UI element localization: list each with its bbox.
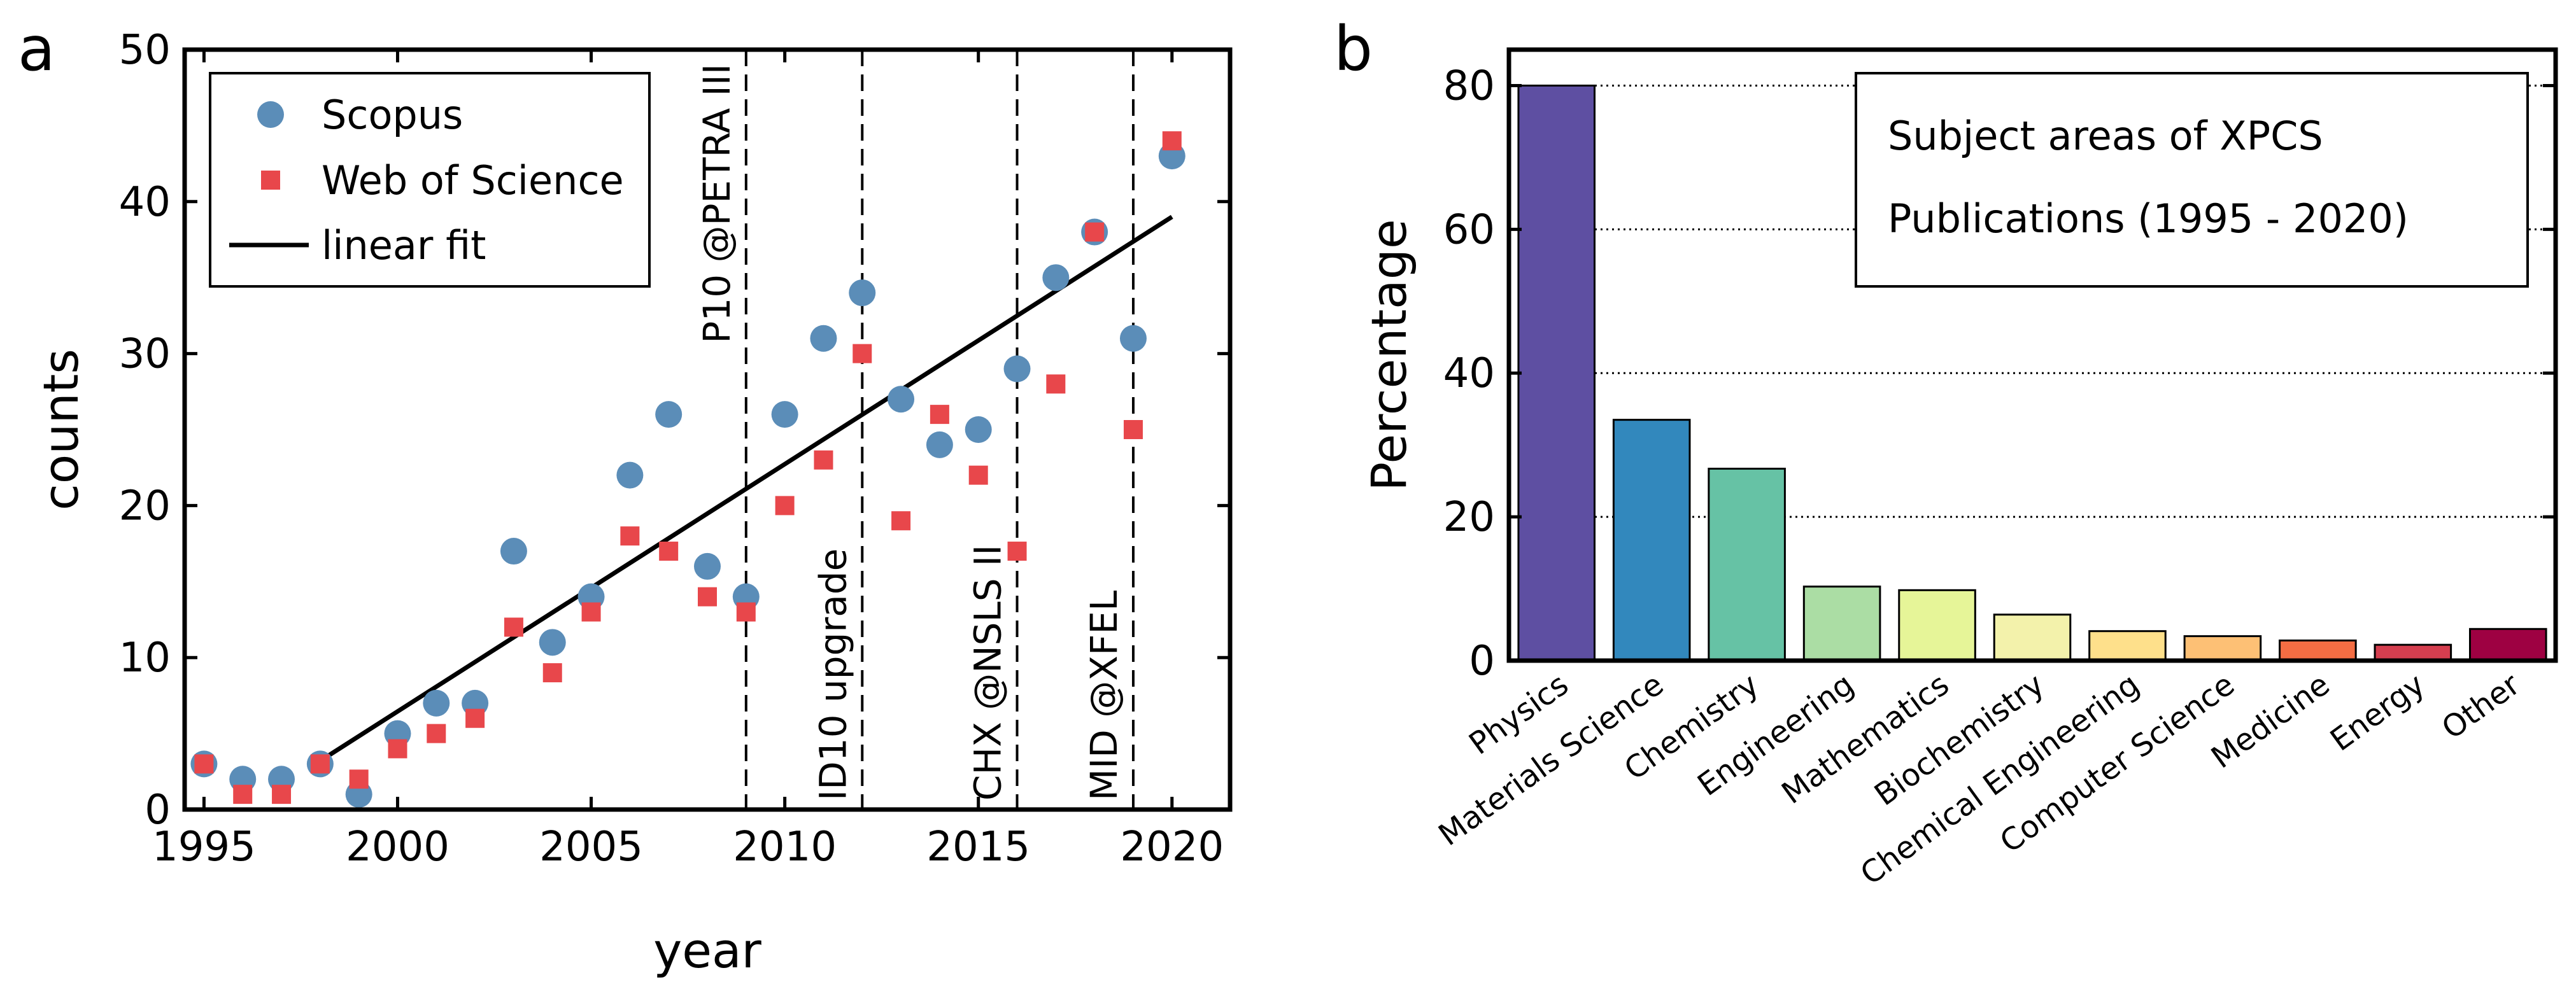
y-tick-label-a: 10	[119, 635, 171, 682]
x-axis-label-a: year	[653, 922, 761, 979]
category-label-b: Mathematics	[1775, 666, 1955, 811]
linear-fit-line	[318, 214, 1173, 763]
bar-engineering	[1802, 586, 1881, 662]
y-tick-label-b: 0	[1469, 638, 1495, 685]
wos-point	[465, 708, 485, 728]
bar-mathematics	[1898, 589, 1976, 662]
wos-point	[775, 496, 795, 516]
bar-computer-science	[2183, 635, 2262, 662]
scopus-point	[965, 416, 992, 443]
axes-b-frame	[1506, 47, 2558, 663]
title-line-1-b: Subject areas of XPCS	[1888, 113, 2323, 159]
wos-point	[659, 542, 679, 561]
bar-physics	[1517, 84, 1596, 662]
wos-point	[349, 769, 369, 789]
wos-point	[853, 344, 872, 363]
axes-a-frame	[182, 47, 1233, 812]
wos-point	[1007, 542, 1027, 561]
legend-a-box	[209, 72, 651, 288]
category-label-b: Energy	[2324, 666, 2431, 758]
y-tick-label-b: 40	[1443, 350, 1495, 397]
x-tick-label-a: 2020	[1120, 824, 1224, 871]
scopus-point	[771, 401, 798, 428]
wos-point	[581, 602, 601, 622]
scopus-point	[810, 325, 837, 352]
bar-materials-science	[1612, 419, 1691, 662]
wos-point	[427, 724, 446, 743]
x-tick-label-a: 1995	[152, 824, 256, 871]
legend-wos-marker	[261, 171, 280, 190]
wos-point	[272, 785, 292, 804]
bar-biochemistry	[1993, 614, 2072, 662]
annotation-label-0: P10 @PETRA III	[695, 64, 739, 344]
scopus-point	[849, 279, 876, 307]
x-tick-label-a: 2015	[926, 824, 1030, 871]
y-axis-label-b: Percentage	[1361, 219, 1417, 491]
legend-wos-label: Web of Science	[322, 157, 624, 204]
annotation-label-1: ID10 upgrade	[811, 549, 854, 801]
category-label-b: Other	[2435, 666, 2526, 747]
scopus-point	[423, 689, 450, 717]
y-tick-label-a: 30	[119, 331, 171, 378]
scopus-point	[1119, 325, 1147, 352]
wos-point	[891, 511, 911, 531]
wos-point	[542, 663, 562, 683]
wos-point	[968, 465, 988, 485]
wos-point	[310, 754, 330, 774]
y-tick-label-a: 20	[119, 482, 171, 530]
y-tick-label-b: 80	[1443, 62, 1495, 109]
y-tick-label-a: 0	[145, 787, 171, 834]
annotation-label-3: MID @XFEL	[1082, 591, 1126, 801]
bar-energy	[2374, 643, 2452, 662]
scopus-point	[1042, 264, 1070, 291]
bar-other	[2468, 628, 2547, 662]
wos-point	[233, 785, 253, 804]
wos-point	[504, 617, 523, 637]
scopus-point	[1003, 355, 1031, 382]
panel-label-b: b	[1334, 13, 1373, 85]
scopus-point	[926, 431, 953, 458]
wos-point	[814, 450, 833, 470]
wos-point	[620, 526, 640, 546]
panel-label-a: a	[18, 13, 55, 85]
annotation-label-2: CHX @NSLS II	[966, 545, 1010, 801]
scopus-point	[694, 552, 721, 580]
legend-scopus-label: Scopus	[322, 92, 463, 138]
y-tick-label-a: 50	[119, 27, 171, 74]
wos-point	[1123, 420, 1143, 439]
y-tick-label-a: 40	[119, 179, 171, 226]
wos-point	[930, 405, 949, 424]
legend-scopus-marker	[257, 101, 284, 128]
wos-point	[1085, 222, 1105, 242]
wos-point	[736, 602, 756, 622]
wos-point	[1046, 374, 1066, 394]
bar-medicine	[2279, 639, 2357, 662]
y-axis-label-a: counts	[32, 349, 89, 510]
wos-point	[388, 739, 407, 759]
bar-chemical-engineering	[2088, 630, 2167, 662]
y-tick-label-b: 60	[1443, 206, 1495, 253]
panel-a-scatter-chart: a 1995 2000 2005 2010 2015 2020 0 10 20 30 40 50 year…	[18, 13, 1233, 979]
scopus-point	[500, 538, 527, 565]
bar-chemistry	[1708, 467, 1786, 662]
wos-point	[194, 754, 214, 774]
scopus-point	[539, 629, 566, 656]
title-box-b	[1855, 72, 2529, 288]
wos-point	[698, 587, 717, 607]
x-tick-label-a: 2000	[346, 824, 449, 871]
wos-point	[1162, 131, 1182, 151]
title-line-2-b: Publications (1995 - 2020)	[1888, 195, 2409, 242]
x-tick-label-a: 2005	[539, 824, 643, 871]
legend-fit-label: linear fit	[322, 222, 486, 269]
x-tick-label-a: 2010	[733, 824, 837, 871]
scopus-point	[655, 401, 683, 428]
scopus-point	[616, 461, 644, 489]
y-tick-label-b: 20	[1443, 494, 1495, 541]
scopus-point	[888, 386, 915, 413]
